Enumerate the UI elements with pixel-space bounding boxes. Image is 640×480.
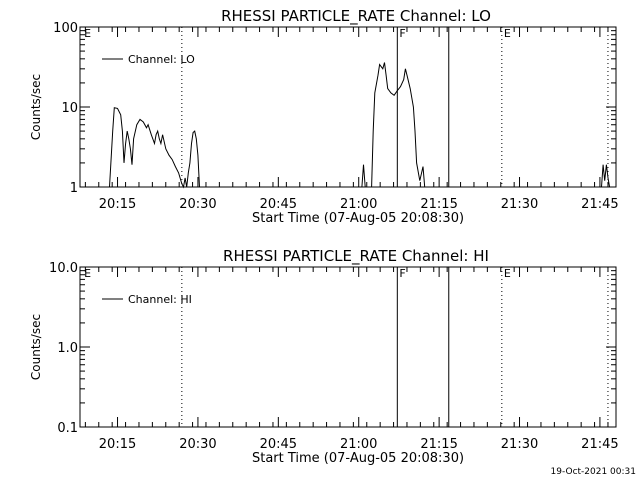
event-marker-label: E xyxy=(504,267,511,280)
x-tick-label: 21:45 xyxy=(581,197,618,212)
x-tick-label: 20:45 xyxy=(260,197,297,212)
x-tick-label: 21:15 xyxy=(420,437,457,452)
y-axis-label: Counts/sec xyxy=(29,74,43,140)
y-tick-label: 100 xyxy=(53,21,78,36)
event-marker-label: E xyxy=(504,27,511,40)
x-tick-label: 21:45 xyxy=(581,437,618,452)
x-axis-label: Start Time (07-Aug-05 20:08:30) xyxy=(252,451,464,466)
y-tick-label: 10.0 xyxy=(49,261,78,276)
y-tick-label: 0.1 xyxy=(57,421,78,436)
x-tick-label: 20:15 xyxy=(99,197,136,212)
y-tick-label: 10 xyxy=(61,101,78,116)
legend-entry: Channel: HI xyxy=(128,293,192,306)
event-marker-label: E xyxy=(84,267,91,280)
event-marker-label: E xyxy=(84,27,91,40)
x-tick-label: 20:15 xyxy=(99,437,136,452)
y-tick-label: 1.0 xyxy=(57,341,78,356)
x-tick-label: 21:00 xyxy=(340,197,377,212)
y-tick-label: 1 xyxy=(70,181,78,196)
x-tick-label: 21:30 xyxy=(501,437,538,452)
chart-title: RHESSI PARTICLE_RATE Channel: HI xyxy=(223,247,489,266)
footer-timestamp: 19-Oct-2021 00:31 xyxy=(551,467,636,477)
x-tick-label: 21:00 xyxy=(340,437,377,452)
y-axis-label: Counts/sec xyxy=(29,314,43,380)
series-line-lo xyxy=(371,62,426,188)
x-tick-label: 20:30 xyxy=(179,197,216,212)
event-marker-label: F xyxy=(399,267,405,280)
x-tick-label: 20:45 xyxy=(260,437,297,452)
series-line-lo xyxy=(361,164,366,188)
series-line-lo xyxy=(601,164,611,188)
panel-hi xyxy=(79,266,617,428)
event-marker-label: F xyxy=(399,27,405,40)
legend-entry: Channel: LO xyxy=(128,53,195,66)
panel-lo xyxy=(79,26,617,189)
x-tick-label: 21:30 xyxy=(501,197,538,212)
chart-title: RHESSI PARTICLE_RATE Channel: LO xyxy=(221,7,491,26)
x-tick-label: 21:15 xyxy=(420,197,457,212)
x-tick-label: 20:30 xyxy=(179,437,216,452)
series-line-lo xyxy=(109,107,200,189)
x-axis-label: Start Time (07-Aug-05 20:08:30) xyxy=(252,211,464,226)
